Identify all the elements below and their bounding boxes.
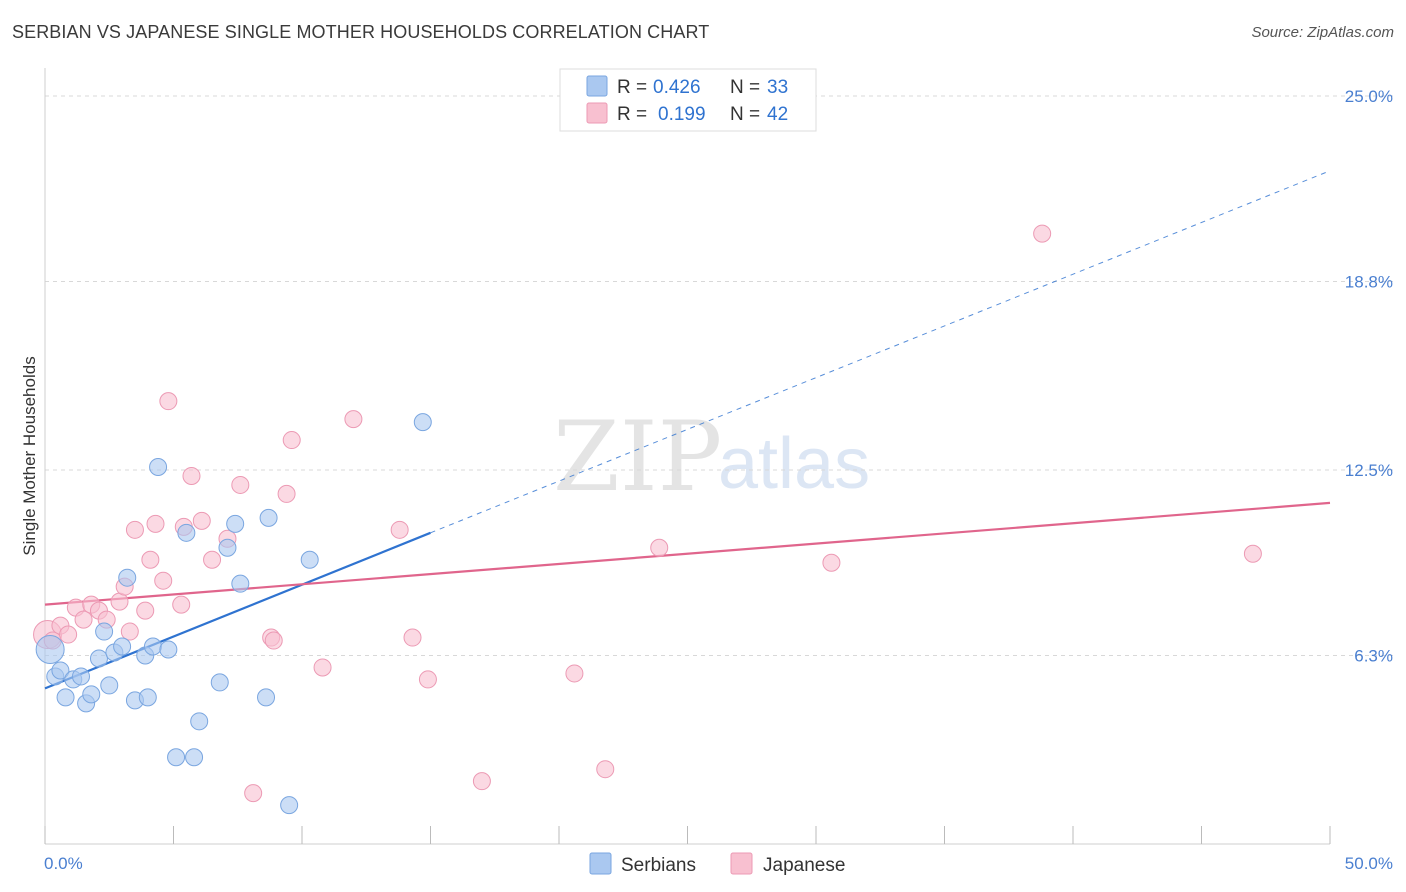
serbians-point [82,685,101,704]
japanese-point [182,466,201,485]
japanese-points [33,224,1262,803]
watermark-zip: ZIP [553,401,722,513]
japanese-point [120,622,139,641]
legend-n-label: N = [730,77,760,98]
serbians-point [413,413,432,432]
serbians-point [257,688,276,707]
legend-r-value: 0.426 [653,77,701,98]
serbians-point [300,550,319,569]
watermark-atlas: atlas [718,424,870,504]
japanese-point [74,610,93,629]
y-tick-label: 12.5% [1345,461,1393,480]
japanese-point [264,631,283,650]
serbians-point [280,796,299,815]
serbians-point [185,748,204,767]
serbians-point [218,538,237,557]
serbians-point [143,637,162,656]
source-label: Source: ZipAtlas.com [1251,24,1394,41]
japanese-trend-line [44,501,1331,606]
bottom-legend-serbians: Serbians [621,855,696,876]
legend-swatch-japanese [586,102,608,124]
x-tick-label-min: 0.0% [44,854,83,873]
serbians-point [113,637,132,656]
japanese-point [141,550,160,569]
serbians-point [259,508,278,527]
legend-r-label: R = [617,77,647,98]
legend: R = 0.426 N = 33 R = 0.199 N = 42 [559,68,817,132]
y-tick-labels: 6.3% 12.5% 18.8% 25.0% [1345,87,1393,666]
japanese-point [313,658,332,677]
japanese-point [110,592,129,611]
serbians-point [190,712,209,731]
legend-n-value: 42 [767,104,788,125]
serbians-points [35,413,432,815]
japanese-point [192,511,211,530]
y-tick-label: 6.3% [1354,646,1393,665]
x-ticks [44,826,1331,844]
japanese-point [172,595,191,614]
serbians-point [35,635,65,665]
y-tick-label: 18.8% [1345,272,1393,291]
y-axis-label: Single Mother Households [20,356,39,555]
legend-n-value: 33 [767,77,788,98]
legend-n-label: N = [730,104,760,125]
bottom-legend-swatch-serbians [589,852,612,875]
serbians-point [167,748,186,767]
japanese-point [1243,544,1262,563]
serbians-point [100,676,119,695]
japanese-point [159,392,178,411]
serbians-point [210,673,229,692]
japanese-point [136,601,155,620]
gridlines [45,95,1393,656]
japanese-point [146,514,165,533]
bottom-legend-japanese: Japanese [763,855,845,876]
japanese-point [596,760,615,779]
japanese-point [390,520,409,539]
japanese-point [565,664,584,683]
serbians-point [56,688,75,707]
legend-r-label: R = [617,104,647,125]
japanese-point [650,538,669,557]
serbians-trend-line [44,531,431,690]
serbians-point [95,622,114,641]
chart-title: SERBIAN VS JAPANESE SINGLE MOTHER HOUSEH… [12,22,710,42]
japanese-point [822,553,841,572]
japanese-point [125,520,144,539]
japanese-point [244,784,263,803]
x-tick-label-max: 50.0% [1345,854,1393,873]
serbians-trend-extension [430,170,1331,534]
japanese-point [403,628,422,647]
serbians-point [226,514,245,533]
serbians-point [118,568,137,587]
serbians-point [231,574,250,593]
japanese-point [282,431,301,450]
japanese-point [59,625,78,644]
japanese-point [472,772,491,791]
legend-swatch-serbians [586,75,608,97]
y-tick-label: 25.0% [1345,87,1393,106]
trend-lines [44,170,1331,690]
japanese-point [1033,224,1052,243]
bottom-legend-swatch-japanese [730,852,753,875]
japanese-point [203,550,222,569]
serbians-point [159,640,178,659]
japanese-point [344,410,363,429]
serbians-point [138,688,157,707]
japanese-point [418,670,437,689]
serbians-point [71,667,90,686]
legend-r-value: 0.199 [658,104,706,125]
serbians-point [89,649,108,668]
japanese-point [231,475,250,494]
japanese-point [154,571,173,590]
serbians-point [177,523,196,542]
serbians-point [51,661,70,680]
japanese-point [277,484,296,503]
bottom-legend: Serbians Japanese [589,852,845,876]
serbians-point [149,457,168,476]
